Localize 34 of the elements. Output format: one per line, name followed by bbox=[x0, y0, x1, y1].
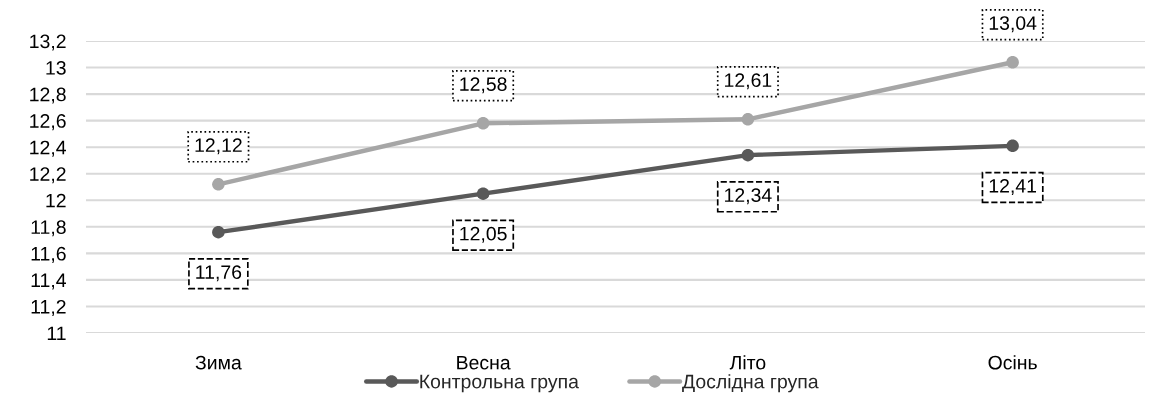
y-tick-label: 12,4 bbox=[30, 140, 66, 157]
data-label: 12,41 bbox=[989, 178, 1037, 196]
data-label: 13,04 bbox=[989, 16, 1037, 33]
data-label: 12,12 bbox=[195, 138, 242, 155]
point bbox=[212, 178, 225, 191]
y-tick-label: 11,4 bbox=[31, 273, 66, 290]
y-tick-label: 12,6 bbox=[30, 114, 66, 131]
data-label: 12,34 bbox=[725, 188, 772, 205]
y-tick-label: 12 bbox=[46, 193, 66, 208]
point bbox=[476, 117, 490, 130]
y-tick-label: 11,6 bbox=[31, 246, 66, 263]
point bbox=[1006, 139, 1019, 153]
point bbox=[741, 113, 755, 126]
data-label: 12,58 bbox=[460, 77, 507, 94]
data-label: 12,05 bbox=[460, 226, 507, 243]
legend-label: Дослідна група bbox=[682, 374, 819, 393]
y-tick-label: 12,2 bbox=[30, 167, 66, 184]
x-tick-label: Зима bbox=[195, 355, 242, 370]
data-label: 11,76 bbox=[196, 265, 242, 282]
y-tick-label: 12,8 bbox=[30, 87, 66, 104]
x-tick-label: Літо bbox=[729, 355, 766, 370]
y-tick-label: 11,2 bbox=[31, 299, 66, 316]
y-tick-label: 13,2 bbox=[30, 34, 66, 51]
y-tick-label: 11,8 bbox=[31, 220, 66, 237]
point bbox=[212, 225, 225, 239]
point bbox=[476, 187, 490, 200]
legend-label: Контрольна група bbox=[420, 374, 579, 393]
data-label: 12,61 bbox=[725, 73, 772, 90]
x-tick-label: Весна bbox=[457, 355, 511, 370]
x-tick-label: Осінь bbox=[988, 355, 1037, 370]
point bbox=[741, 148, 755, 162]
y-tick-label: 13 bbox=[46, 61, 66, 75]
y-tick-label: 11 bbox=[47, 326, 66, 341]
point bbox=[1006, 55, 1019, 69]
